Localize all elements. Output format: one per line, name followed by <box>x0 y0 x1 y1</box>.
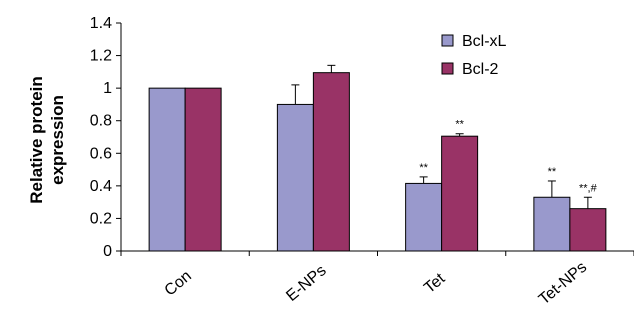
y-tick-label: 0.2 <box>90 210 112 227</box>
x-category-label: Tet-NPs <box>536 259 591 309</box>
bar-bcl-2 <box>441 135 479 252</box>
significance-label: ** <box>548 166 557 178</box>
bar-bcl-xl <box>533 196 571 252</box>
y-tick-label: 1.4 <box>90 15 112 32</box>
bar-bcl-2 <box>184 87 222 252</box>
legend-swatch-bcl-xl <box>441 34 454 47</box>
y-tick-label: 0.6 <box>90 145 112 162</box>
y-axis-label-line-2: expression <box>48 95 67 185</box>
y-tick-label: 1.2 <box>90 48 112 65</box>
significance-label: **,# <box>579 182 598 194</box>
plot-area: 0 0.2 0.4 0.6 0.8 1 1.2 1.4 Con E-NPs ** ** Tet ** **,… <box>90 15 634 308</box>
significance-label: ** <box>455 119 464 131</box>
y-tick-label: 0 <box>103 243 112 260</box>
bar-bcl-xl <box>276 103 314 252</box>
bar-bcl-2 <box>312 72 350 252</box>
bar-bcl-2 <box>569 208 607 252</box>
legend-label-bcl-2: Bcl-2 <box>462 61 499 78</box>
x-category-label: E-NPs <box>283 262 329 305</box>
legend-label-bcl-xl: Bcl-xL <box>462 33 507 50</box>
significance-label: ** <box>419 162 428 174</box>
y-tick-label: 0.4 <box>90 178 112 195</box>
legend-swatch-bcl-2 <box>441 62 454 75</box>
legend: Bcl-xL Bcl-2 <box>441 33 507 78</box>
y-axis-label-line-1: Relative protein <box>27 76 46 204</box>
bar-bcl-xl <box>405 182 443 252</box>
bar-bcl-xl <box>148 87 186 252</box>
x-category-label: Con <box>162 268 195 300</box>
x-category-label: Tet <box>421 270 449 297</box>
y-tick-label: 0.8 <box>90 113 112 130</box>
y-tick-label: 1 <box>103 80 112 97</box>
y-axis-label: Relative protein expression <box>27 76 67 204</box>
